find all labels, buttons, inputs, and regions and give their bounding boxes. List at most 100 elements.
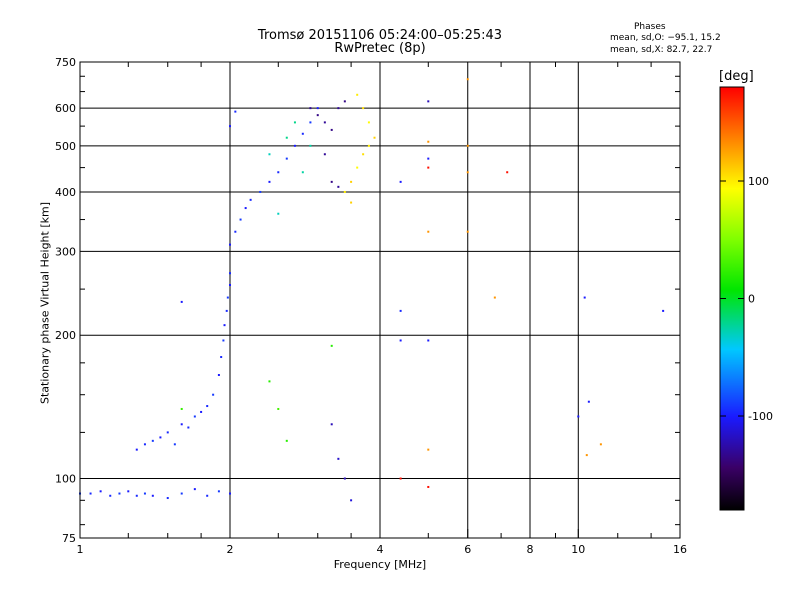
y-tick-label: 500 xyxy=(55,140,76,153)
data-point xyxy=(330,128,333,131)
data-point xyxy=(151,439,154,442)
data-point xyxy=(316,107,319,110)
colorbar-unit: [deg] xyxy=(719,69,754,84)
data-point xyxy=(427,339,430,342)
data-point xyxy=(585,454,588,457)
data-point xyxy=(323,153,326,156)
data-point xyxy=(217,490,220,493)
data-point xyxy=(587,400,590,403)
data-point xyxy=(330,423,333,426)
data-point xyxy=(399,180,402,183)
y-tick-label: 200 xyxy=(55,329,76,342)
data-point xyxy=(506,171,509,174)
data-point xyxy=(285,157,288,160)
phases-title: Phases xyxy=(634,22,666,32)
data-point xyxy=(309,144,312,147)
data-point xyxy=(193,488,196,491)
data-point xyxy=(427,100,430,103)
data-point xyxy=(343,477,346,480)
data-point xyxy=(427,230,430,233)
data-point xyxy=(135,494,138,497)
data-point xyxy=(173,443,176,446)
data-point xyxy=(427,485,430,488)
data-point xyxy=(180,423,183,426)
data-point xyxy=(99,490,102,493)
data-point xyxy=(337,185,340,188)
data-point xyxy=(268,180,271,183)
phases-x-stats: mean, sd,X: 82.7, 22.7 xyxy=(610,45,713,55)
data-point xyxy=(180,407,183,410)
chart-subtitle: RwPretec (8p) xyxy=(334,41,426,56)
data-point xyxy=(583,296,586,299)
x-tick-label: 10 xyxy=(571,543,585,556)
y-tick-label: 300 xyxy=(55,245,76,258)
y-tick-label: 750 xyxy=(55,56,76,69)
data-point xyxy=(599,443,602,446)
data-point xyxy=(239,218,242,221)
data-point xyxy=(309,107,312,110)
y-tick-label: 600 xyxy=(55,102,76,115)
data-point xyxy=(187,426,190,429)
data-point xyxy=(293,121,296,124)
data-point xyxy=(373,136,376,139)
data-point xyxy=(109,494,112,497)
data-point xyxy=(249,198,252,201)
data-point xyxy=(268,153,271,156)
data-point xyxy=(356,93,359,96)
data-point xyxy=(285,439,288,442)
x-tick-label: 8 xyxy=(527,543,534,556)
data-point xyxy=(135,448,138,451)
colorbar-tick-label: -100 xyxy=(748,410,773,423)
colorbar-tick-label: 0 xyxy=(748,293,755,306)
data-point xyxy=(220,356,223,359)
data-point xyxy=(337,107,340,110)
data-point xyxy=(127,490,130,493)
data-point xyxy=(293,144,296,147)
data-point xyxy=(89,492,92,495)
data-point xyxy=(343,100,346,103)
data-point xyxy=(229,125,231,128)
data-point xyxy=(244,207,247,210)
data-point xyxy=(223,324,226,327)
data-point xyxy=(466,78,469,81)
data-point xyxy=(193,415,196,418)
data-point xyxy=(316,114,319,117)
data-point xyxy=(180,300,183,303)
data-point xyxy=(350,201,353,204)
data-point xyxy=(143,492,146,495)
data-point xyxy=(362,153,365,156)
data-point xyxy=(309,121,312,124)
data-point xyxy=(466,144,469,147)
data-point xyxy=(493,296,496,299)
y-tick-label: 400 xyxy=(55,186,76,199)
data-point xyxy=(222,339,225,342)
data-point xyxy=(277,212,280,215)
data-point xyxy=(166,497,169,500)
data-point xyxy=(206,405,209,408)
data-point xyxy=(234,230,237,233)
data-point xyxy=(229,492,231,495)
data-point xyxy=(350,499,353,502)
data-point xyxy=(350,180,353,183)
x-axis-label: Frequency [MHz] xyxy=(333,558,427,571)
data-point xyxy=(285,136,288,139)
data-point xyxy=(466,171,469,174)
data-point xyxy=(229,272,231,275)
data-point xyxy=(159,436,162,439)
colorbar-tick-label: 100 xyxy=(748,175,769,188)
data-point xyxy=(200,410,203,413)
data-point xyxy=(427,140,430,143)
data-point xyxy=(337,457,340,460)
data-point xyxy=(330,180,333,183)
data-point xyxy=(226,296,229,299)
data-point xyxy=(212,393,215,396)
data-point xyxy=(277,407,280,410)
data-point xyxy=(229,284,231,287)
data-point xyxy=(399,339,402,342)
x-tick-label: 16 xyxy=(673,543,687,556)
data-point xyxy=(356,166,359,169)
x-tick-label: 6 xyxy=(464,543,471,556)
data-point xyxy=(362,107,365,110)
data-point xyxy=(399,477,402,480)
data-point xyxy=(301,171,304,174)
